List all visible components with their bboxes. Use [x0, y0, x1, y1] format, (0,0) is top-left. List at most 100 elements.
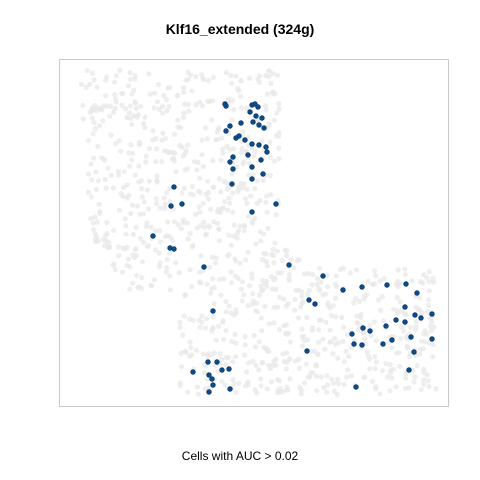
background-cell [314, 281, 320, 287]
background-cell [232, 331, 238, 338]
background-cell [241, 159, 247, 165]
background-cell [222, 382, 228, 388]
background-cell [206, 385, 212, 391]
background-cell [389, 375, 395, 381]
background-cell [193, 74, 199, 80]
background-cell [305, 292, 311, 298]
background-cell [302, 380, 308, 386]
background-cell [91, 155, 97, 161]
background-cell [164, 190, 170, 196]
background-cell [182, 293, 188, 299]
background-cell [173, 260, 179, 266]
highlighted-cell [226, 366, 232, 372]
background-cell [199, 319, 205, 325]
background-cell [321, 384, 327, 390]
background-cell [252, 344, 259, 350]
background-cell [185, 76, 191, 82]
highlighted-cell [402, 304, 408, 310]
highlighted-cell [255, 104, 261, 110]
background-cell [164, 265, 170, 271]
background-cell [256, 367, 262, 373]
background-cell [223, 361, 229, 367]
background-cell [244, 105, 250, 111]
background-cell [112, 267, 118, 273]
background-cell [238, 150, 244, 156]
background-cell [220, 150, 226, 156]
background-cell [219, 356, 225, 362]
highlighted-cell [429, 311, 435, 317]
background-cell [230, 359, 236, 365]
background-cell [162, 201, 168, 207]
background-cell [211, 350, 218, 356]
background-cell [297, 384, 303, 390]
background-cell [218, 157, 224, 163]
background-cell [251, 215, 258, 222]
background-cell [108, 103, 114, 109]
background-cell [244, 200, 250, 207]
background-cell [421, 272, 427, 278]
background-cell [121, 184, 127, 190]
background-cell [149, 283, 155, 289]
background-cell [130, 150, 136, 156]
background-cell [181, 89, 187, 95]
background-cell [88, 161, 94, 167]
background-cell [288, 257, 294, 263]
background-cell [425, 378, 431, 384]
highlighted-cell [190, 369, 196, 375]
highlighted-cell [263, 144, 269, 150]
background-cell [129, 121, 135, 127]
background-cell [102, 243, 108, 249]
background-cell [150, 128, 156, 134]
background-cell [264, 283, 270, 289]
background-cell [116, 138, 122, 144]
background-cell [116, 253, 122, 259]
background-cell [271, 158, 277, 164]
background-cell [186, 108, 192, 114]
background-cell [127, 110, 133, 116]
background-cell [97, 209, 103, 215]
background-cell [316, 317, 322, 323]
background-cell [94, 219, 100, 225]
background-cell [220, 318, 226, 324]
background-cell [417, 346, 423, 352]
background-cell [413, 318, 419, 325]
background-cell [217, 276, 223, 282]
background-cell [421, 331, 427, 337]
background-cell [226, 303, 232, 309]
background-cell [142, 125, 148, 131]
background-cell [397, 363, 403, 370]
background-cell [157, 205, 163, 211]
background-cell [130, 231, 136, 237]
background-cell [163, 269, 169, 275]
highlighted-cell [359, 342, 365, 348]
background-cell [189, 352, 195, 358]
background-cell [216, 323, 222, 329]
background-cell [274, 72, 280, 78]
background-cell [259, 328, 265, 334]
background-cell [236, 187, 242, 193]
background-cell [223, 70, 229, 76]
background-cell [187, 339, 193, 345]
background-cell [296, 356, 302, 363]
background-cell [268, 274, 275, 280]
background-cell [276, 145, 282, 151]
background-cell [239, 145, 245, 151]
background-cell [270, 246, 276, 252]
background-cell [156, 250, 162, 256]
background-cell [152, 90, 158, 96]
background-cell [310, 370, 316, 376]
background-cell [93, 186, 99, 193]
background-cell [355, 320, 361, 326]
background-cell [173, 169, 179, 175]
background-cell [253, 362, 259, 368]
background-cell [194, 167, 200, 173]
background-cell [197, 99, 203, 105]
background-cell [250, 298, 256, 304]
background-cell [250, 358, 256, 365]
background-cell [354, 313, 360, 319]
highlighted-cell [214, 359, 220, 365]
background-cell [332, 281, 338, 287]
background-cell [266, 321, 272, 327]
background-cell [318, 374, 324, 380]
highlighted-cell [256, 142, 262, 148]
